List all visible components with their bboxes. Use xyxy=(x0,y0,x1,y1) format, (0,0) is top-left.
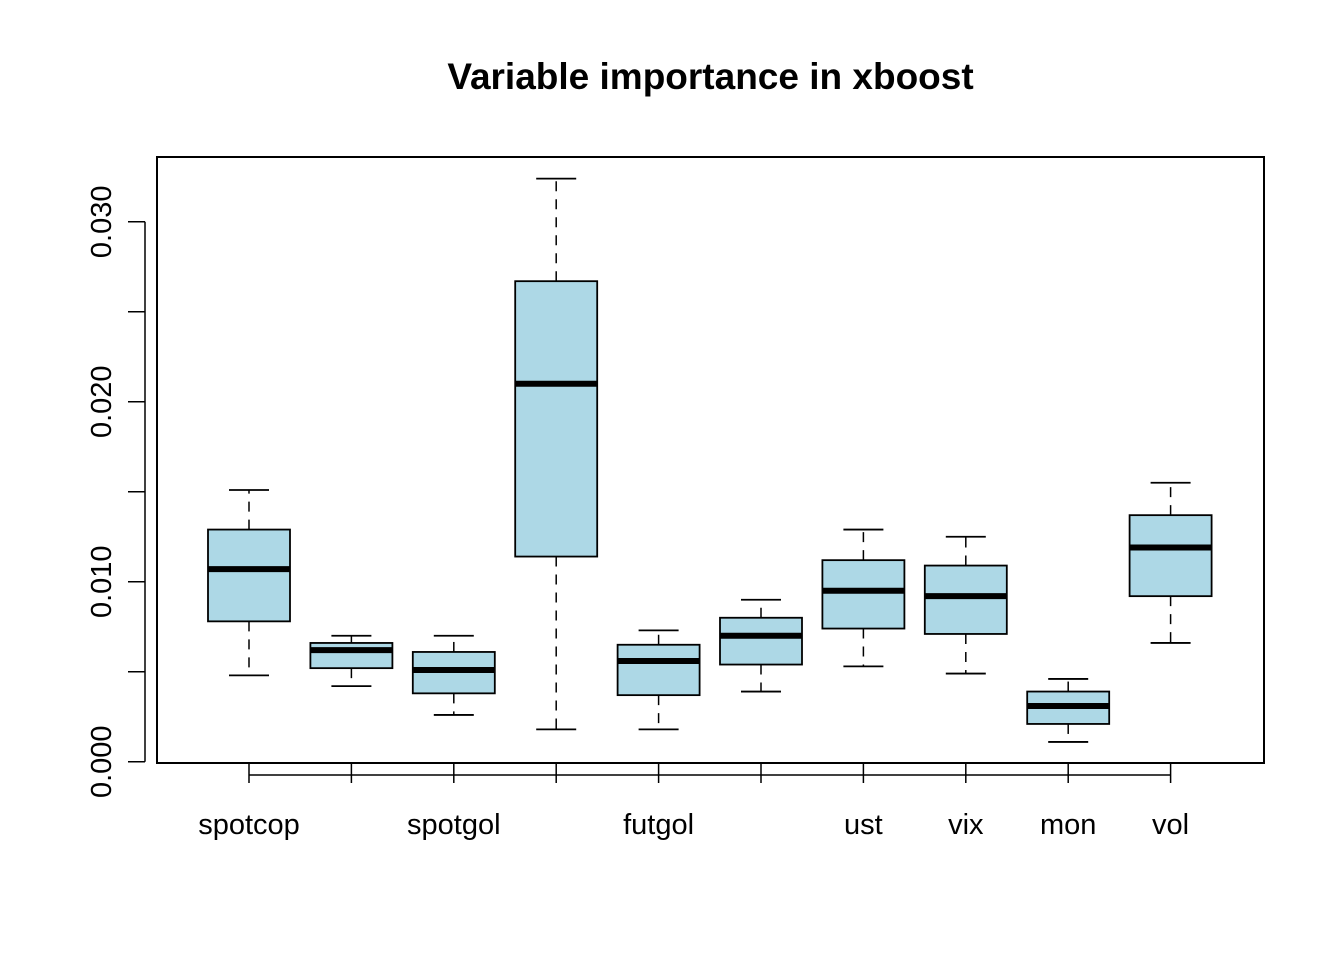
plot-frame xyxy=(156,156,1265,764)
x-tick-label: ust xyxy=(844,809,883,841)
box-vix xyxy=(923,535,1008,675)
y-tick-label: 0.000 xyxy=(86,725,118,798)
box-ust xyxy=(821,528,906,668)
box-item-6 xyxy=(719,598,803,693)
box-item-4 xyxy=(514,177,599,731)
iqr-box xyxy=(616,643,701,697)
box-spotcop xyxy=(207,489,291,677)
iqr-box xyxy=(719,616,803,666)
iqr-box xyxy=(1128,514,1213,598)
x-tick-label: vol xyxy=(1152,809,1189,841)
x-tick-label: spotgol xyxy=(407,809,501,841)
x-axis: spotcop spotgol futgol ust vix mon vol xyxy=(198,763,1189,841)
iqr-box xyxy=(821,559,906,630)
iqr-box xyxy=(207,528,291,623)
box-vol xyxy=(1128,481,1213,644)
box-item-2 xyxy=(309,634,394,688)
y-tick-label: 0.030 xyxy=(86,186,118,259)
y-axis: 0.000 0.010 0.020 0.030 xyxy=(86,186,146,798)
box-futgol xyxy=(616,629,701,731)
boxes xyxy=(207,177,1213,743)
x-tick-label: spotcop xyxy=(198,809,300,841)
y-tick-label: 0.010 xyxy=(86,545,118,618)
x-tick-label: vix xyxy=(948,809,984,841)
box-spotgol xyxy=(411,634,496,716)
iqr-box xyxy=(514,280,599,558)
iqr-box xyxy=(309,642,394,670)
y-tick-label: 0.020 xyxy=(86,365,118,438)
x-tick-label: futgol xyxy=(623,809,694,841)
iqr-box xyxy=(923,564,1008,635)
chart-title: Variable importance in xboost xyxy=(447,56,974,97)
box-mon xyxy=(1026,678,1111,743)
x-tick-label: mon xyxy=(1040,809,1096,841)
